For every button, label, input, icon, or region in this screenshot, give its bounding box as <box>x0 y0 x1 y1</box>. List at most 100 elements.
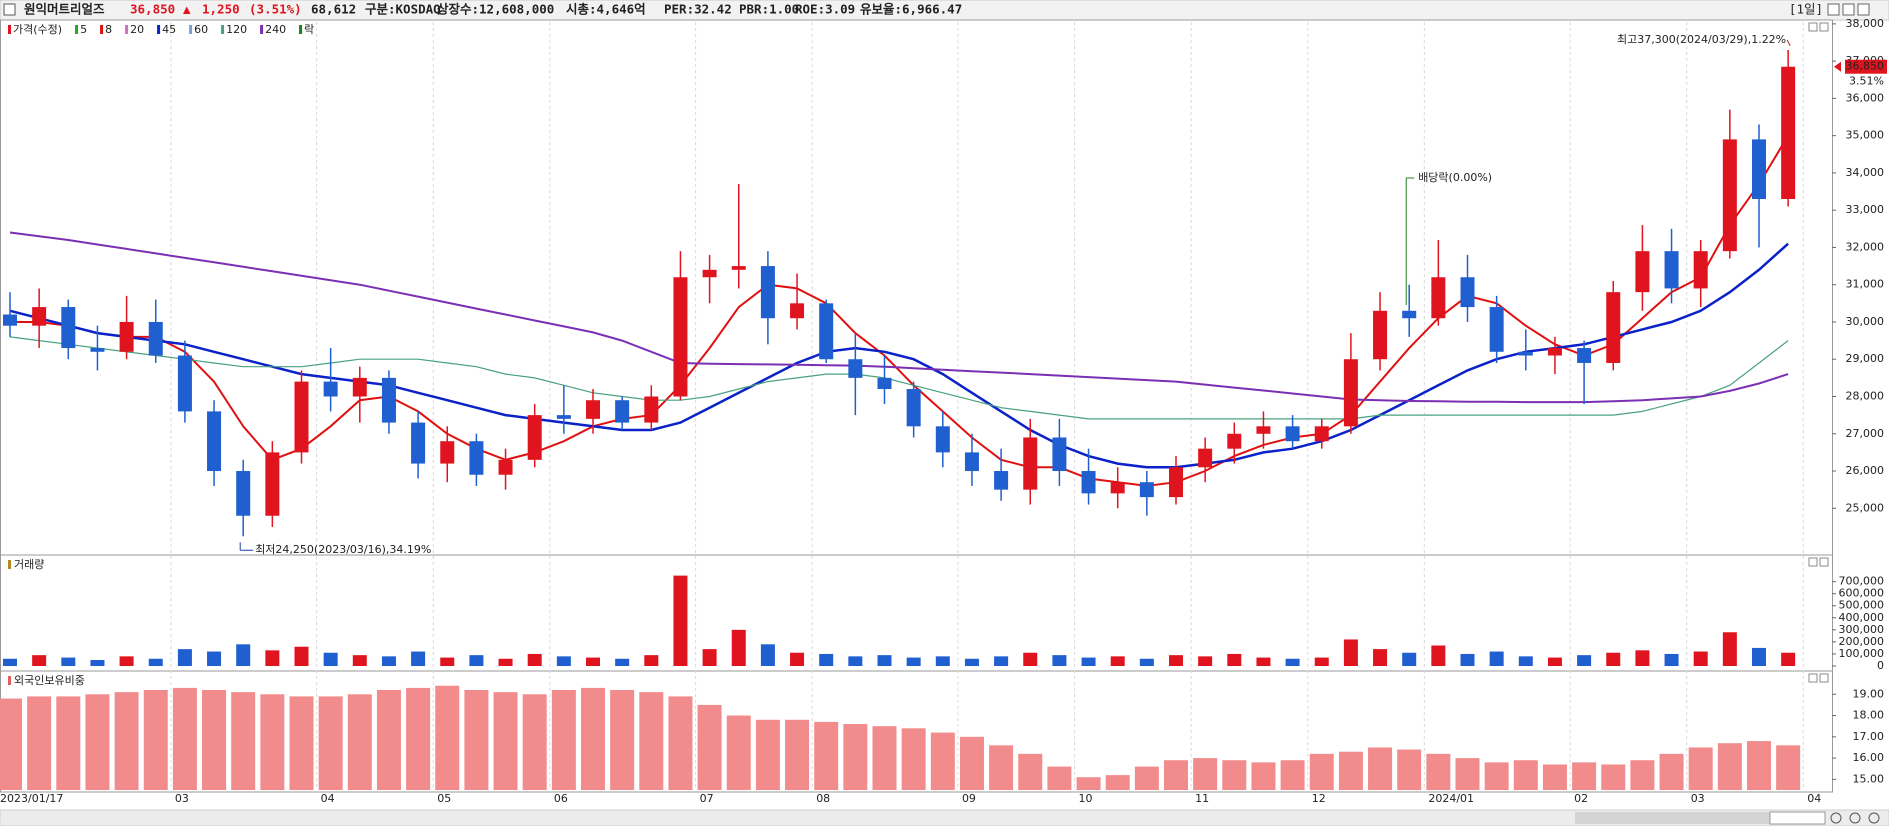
bar <box>1018 753 1043 790</box>
candle-body <box>1431 277 1446 319</box>
y-tick-label: 25,000 <box>1846 501 1885 514</box>
bar <box>1047 766 1072 790</box>
bar <box>1572 762 1597 790</box>
y-tick-label: 16.00 <box>1853 751 1885 764</box>
period[interactable]: [1일] <box>1789 2 1823 17</box>
price-pointer <box>1834 61 1841 72</box>
y-tick-label: 30,000 <box>1846 315 1885 328</box>
y-tick-label: 27,000 <box>1846 427 1885 440</box>
minimize-button[interactable] <box>1827 3 1840 16</box>
bar <box>1309 753 1334 790</box>
candle-body <box>207 411 222 472</box>
panel-button[interactable] <box>1819 557 1829 567</box>
bar <box>1198 656 1213 666</box>
bar <box>522 694 547 790</box>
candle-body <box>906 389 921 427</box>
bar <box>376 690 401 790</box>
panel-title: 외국인보유비중 <box>14 674 85 687</box>
close-button[interactable] <box>1857 3 1870 16</box>
bar <box>551 690 576 790</box>
x-tick-label: 10 <box>1079 792 1093 805</box>
panel-button[interactable] <box>1808 673 1818 683</box>
panel-button[interactable] <box>1808 22 1818 32</box>
zoom-reset[interactable] <box>1868 812 1880 824</box>
bar <box>1256 657 1271 666</box>
bar <box>1222 760 1247 790</box>
moving-average-line <box>9 231 1789 404</box>
legend-label: 가격(수정) <box>13 23 62 36</box>
zoom-in[interactable] <box>1849 812 1861 824</box>
candle-body <box>1781 66 1796 199</box>
bar <box>119 656 134 666</box>
panel-button[interactable] <box>1808 557 1818 567</box>
bar <box>726 715 751 790</box>
bar <box>819 653 834 666</box>
bar <box>381 656 396 666</box>
bar <box>435 685 460 790</box>
market: 구분:KOSDAQ <box>365 2 441 17</box>
candle-body <box>1722 139 1737 252</box>
x-tick-label: 05 <box>437 792 451 805</box>
candle-body <box>760 266 775 319</box>
candle-body <box>1373 310 1388 360</box>
bar <box>1693 651 1708 666</box>
change: 1,250 <box>202 2 240 17</box>
low-annotation: 최저24,250(2023/03/16),34.19% <box>255 543 431 556</box>
candle-body <box>381 377 396 423</box>
scroll-thumb[interactable] <box>1575 812 1770 824</box>
bar <box>1664 653 1679 666</box>
candle-body <box>1023 437 1038 490</box>
bar <box>930 732 955 790</box>
panel-button[interactable] <box>1819 673 1829 683</box>
bar <box>1134 766 1159 790</box>
bar <box>1052 655 1067 666</box>
candle-body <box>498 459 513 475</box>
bar <box>668 696 693 790</box>
panel-button[interactable] <box>1819 22 1829 32</box>
bar <box>1630 760 1655 790</box>
maximize-button[interactable] <box>1842 3 1855 16</box>
candle-body <box>1314 426 1329 442</box>
zoom-slider[interactable] <box>1769 811 1826 825</box>
zoom-out[interactable] <box>1830 812 1842 824</box>
legend-swatch <box>100 25 104 34</box>
shares: 상장수:12,608,000 <box>437 2 554 17</box>
legend-swatch <box>189 25 193 34</box>
bar <box>1139 658 1154 666</box>
x-tick-label: 11 <box>1195 792 1209 805</box>
bar <box>265 650 280 666</box>
bar <box>1722 632 1737 666</box>
candle-body <box>1664 251 1679 289</box>
y-tick-label: 32,000 <box>1846 240 1885 253</box>
candle-body <box>323 381 338 397</box>
candle-body <box>790 303 805 319</box>
bar <box>1601 764 1626 790</box>
bar <box>231 692 256 790</box>
x-tick-label: 06 <box>554 792 568 805</box>
bar <box>1635 650 1650 666</box>
bar <box>1776 745 1801 790</box>
legend-label: 5 <box>80 23 87 36</box>
bar <box>236 644 251 666</box>
bar <box>469 655 484 666</box>
window-icon[interactable] <box>3 3 16 16</box>
candle-body <box>1693 251 1708 289</box>
panel-title-swatch <box>8 560 11 569</box>
bar <box>935 656 950 666</box>
bar <box>202 690 227 790</box>
scrollbar[interactable] <box>0 809 1889 826</box>
candle-body <box>877 377 892 390</box>
candle-body <box>964 452 979 472</box>
bar <box>323 652 338 666</box>
bar <box>1338 751 1363 790</box>
candle-body <box>352 377 367 397</box>
bar <box>61 657 76 666</box>
candle-body <box>1227 433 1242 449</box>
legend-swatch <box>157 25 161 34</box>
x-tick-label: 03 <box>1691 792 1705 805</box>
bar <box>1402 652 1417 666</box>
bar <box>615 658 630 666</box>
legend-label: 락 <box>304 23 314 36</box>
bar <box>0 698 22 790</box>
bar <box>406 687 431 790</box>
